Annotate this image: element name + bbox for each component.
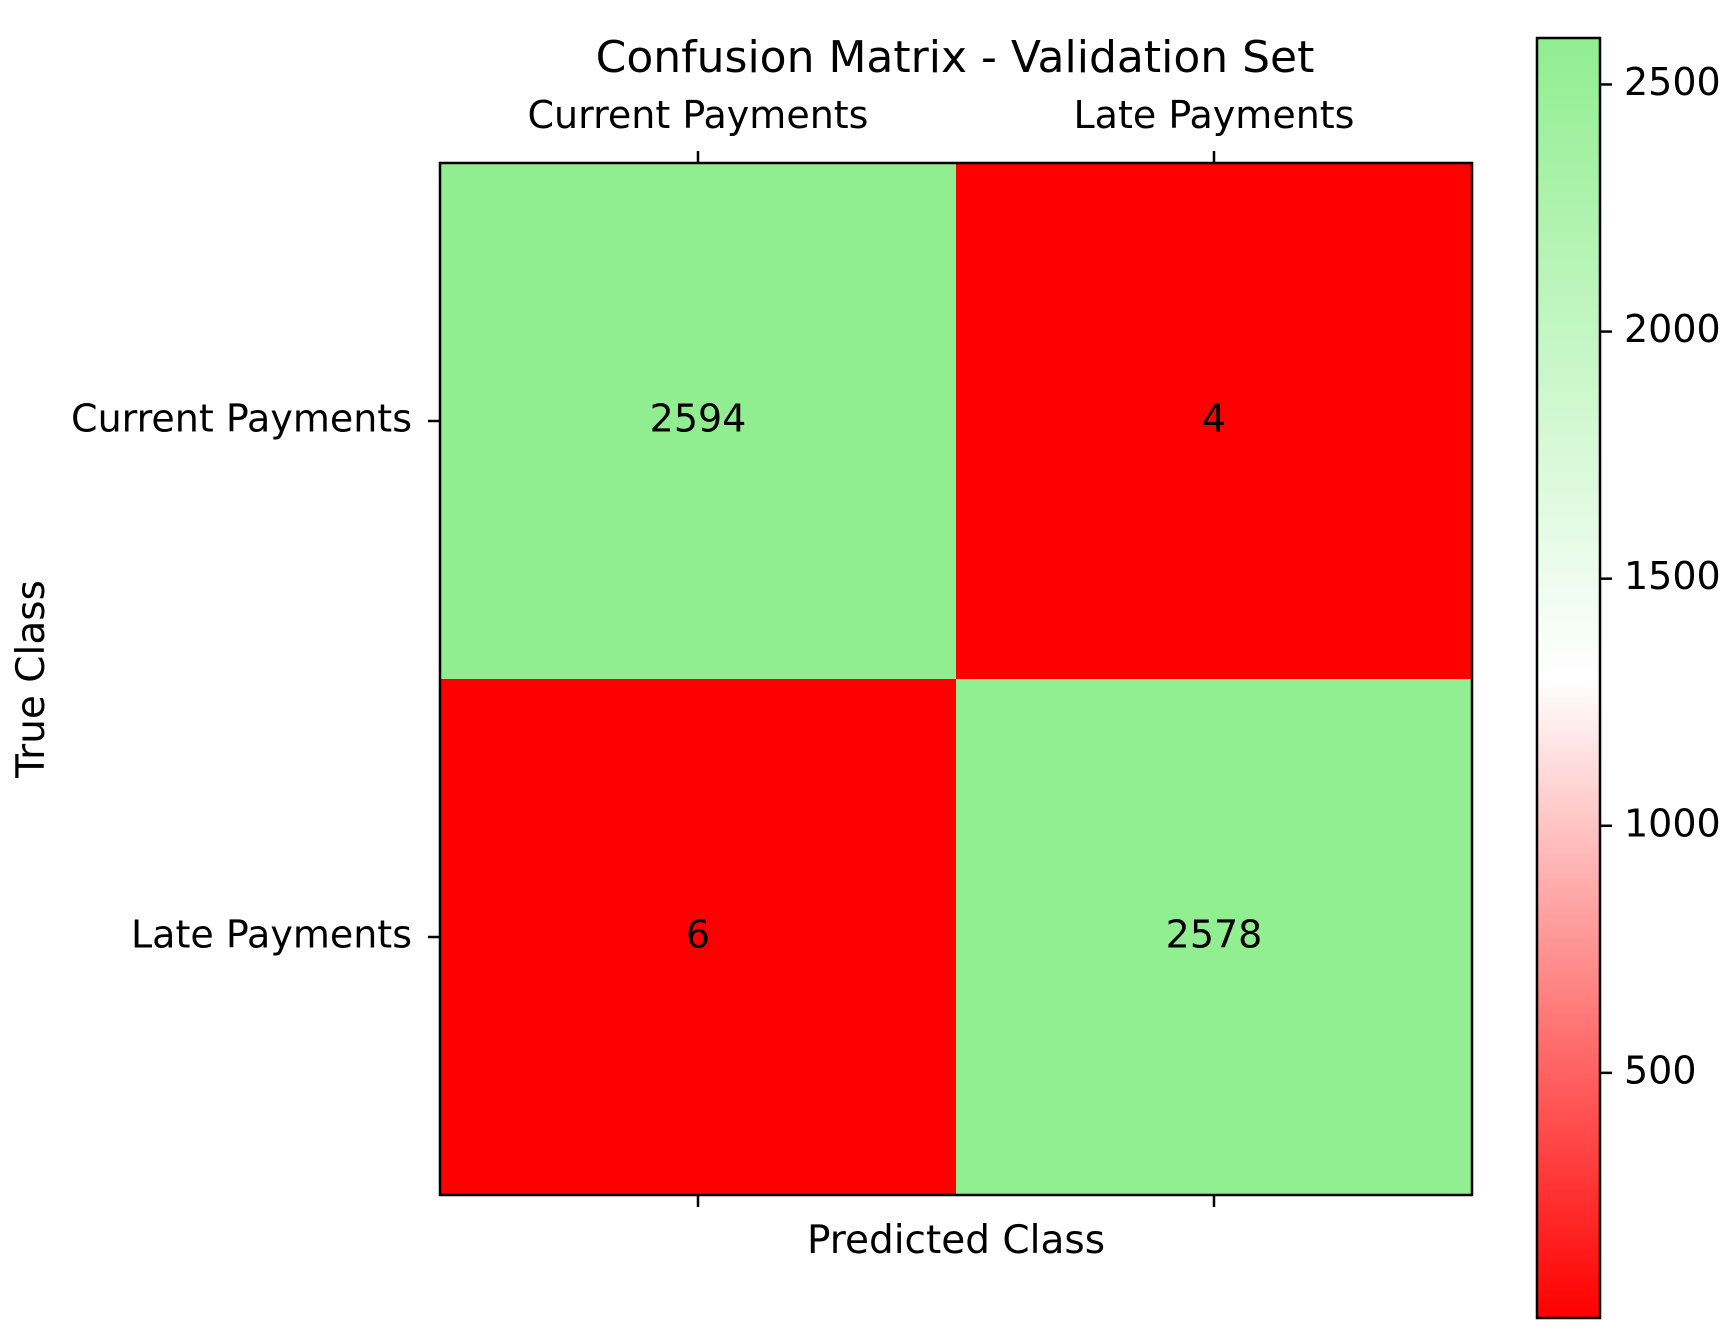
- heatmap-cell: [956, 679, 1472, 1195]
- x-tick-label: Current Payments: [528, 93, 869, 137]
- heatmap-cell: [440, 679, 956, 1195]
- x-tick-label: Late Payments: [1074, 93, 1355, 137]
- y-tick-label: Late Payments: [131, 913, 412, 957]
- cell-value-label: 2594: [650, 397, 747, 441]
- colorbar-tick-label: 2000: [1624, 307, 1721, 351]
- x-axis-ticks: Current Payments Late Payments: [528, 93, 1355, 1207]
- x-axis-label: Predicted Class: [807, 1218, 1105, 1263]
- heatmap-cell-labels: 2594 4 6 2578: [650, 397, 1263, 957]
- y-tick-label: Current Payments: [71, 397, 412, 441]
- colorbar-tick-label: 1500: [1624, 554, 1721, 598]
- colorbar-tick-label: 2500: [1624, 60, 1721, 104]
- colorbar-ticks: 500 1000 1500 2000 2500: [1600, 60, 1721, 1092]
- colorbar-tick-label: 500: [1624, 1048, 1697, 1092]
- cell-value-label: 2578: [1166, 913, 1263, 957]
- y-axis-ticks: Current Payments Late Payments: [71, 397, 440, 957]
- y-axis-label: True Class: [9, 580, 54, 779]
- cell-value-label: 4: [1202, 397, 1226, 441]
- heatmap-cell: [440, 163, 956, 679]
- heatmap-cell: [956, 163, 1472, 679]
- colorbar-tick-label: 1000: [1624, 801, 1721, 845]
- plot-frame: [438, 161, 1474, 1197]
- chart-title: Confusion Matrix - Validation Set: [596, 32, 1315, 83]
- cell-value-label: 6: [686, 913, 710, 957]
- heatmap-cells: [440, 163, 1472, 1195]
- colorbar: [1535, 36, 1602, 1320]
